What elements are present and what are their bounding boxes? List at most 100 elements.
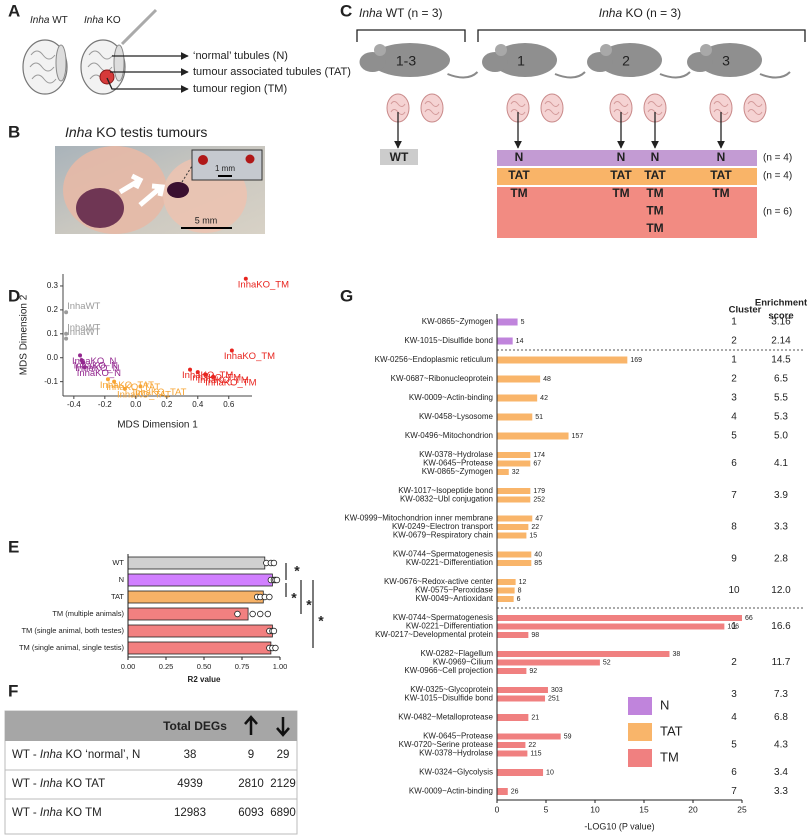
n-box — [497, 150, 757, 166]
testis-small — [540, 93, 564, 123]
cluster-label: 2 — [731, 336, 737, 347]
count-label: 106 — [727, 623, 739, 630]
bar — [497, 452, 531, 458]
score-label: 7.3 — [774, 689, 788, 700]
point — [195, 370, 200, 375]
tubules-small — [544, 101, 560, 115]
score-label: 5.3 — [774, 412, 788, 423]
testis-small — [420, 93, 444, 123]
replicate-point — [272, 644, 279, 652]
panel-title: Inha KO testis tumours — [65, 124, 207, 140]
bar — [497, 318, 518, 326]
count-label: 32 — [512, 469, 520, 476]
table-cell: 2810 — [238, 778, 264, 790]
point — [82, 365, 87, 370]
point-label: InhaKO_N — [77, 368, 121, 379]
x-axis-label: MDS Dimension 1 — [117, 420, 198, 431]
count-label: 251 — [548, 695, 560, 702]
category-label: TM (multiple animals) — [52, 609, 124, 618]
bar — [497, 337, 513, 345]
bar — [497, 515, 533, 522]
panel-letter: E — [8, 537, 19, 556]
point-label: InhaKO_TM — [238, 279, 289, 290]
count-label: 179 — [533, 488, 545, 495]
x-tick-label: 20 — [688, 804, 698, 814]
category-label: KW-0482~Metalloprotease — [398, 713, 493, 722]
point — [122, 386, 127, 391]
mouse-ear — [374, 44, 386, 56]
mouse-body — [698, 43, 762, 77]
mouse-ear — [600, 44, 612, 56]
sample-label: N — [717, 150, 726, 164]
x-tick-label: 0.25 — [159, 662, 174, 671]
table-row-label-part: KO TAT — [62, 778, 105, 790]
mouse-head — [359, 52, 386, 72]
significance-label: * — [306, 597, 312, 613]
count-label: 252 — [533, 496, 545, 503]
category-label: KW-0645~Protease — [423, 732, 493, 741]
mouse-tail — [554, 71, 586, 79]
mouse-ear — [700, 44, 712, 56]
category-label: KW-0744~Spermatogenesis — [393, 550, 493, 559]
sample-label: TM — [646, 204, 663, 218]
table-cell: 6093 — [238, 807, 264, 819]
bracket — [477, 29, 806, 42]
mouse-head — [587, 52, 613, 72]
count-label: 66 — [745, 615, 753, 622]
row-count: (n = 4) — [763, 153, 792, 164]
bar — [127, 573, 273, 587]
count-label: 51 — [535, 414, 543, 421]
testis — [22, 39, 68, 95]
testis — [80, 39, 126, 95]
category-label: KW-0378~Hydrolase — [419, 450, 493, 459]
region-label: ‘normal’ tubules (N) — [193, 50, 288, 62]
category-label: KW-0865~Zymogen — [422, 317, 493, 326]
column-header: Enrichment — [755, 298, 808, 309]
x-tick-label: 0 — [495, 804, 500, 814]
category-label: KW-0969~Cilium — [433, 658, 493, 667]
point-label: InhaKO_TM — [198, 375, 249, 386]
genotype-label: Inha WT — [30, 15, 68, 26]
category-label: KW-0720~Serine protease — [399, 740, 494, 749]
pointer-arrow — [106, 77, 189, 93]
table-row-label-part: KO ‘normal’, N — [62, 749, 140, 761]
scale-label: 5 mm — [195, 215, 218, 225]
table-header-label: Total DEGs — [163, 719, 227, 733]
cluster-label: 9 — [731, 553, 737, 564]
category-label: KW-0256~Endoplasmic reticulum — [375, 355, 494, 364]
cluster-label: 7 — [731, 490, 737, 501]
count-label: 22 — [531, 524, 539, 531]
table-row-label-part: WT - — [12, 778, 40, 790]
bar — [497, 532, 527, 539]
point-label: InhaKO_TAT — [132, 387, 186, 398]
sample-label: TM — [646, 186, 663, 200]
category-label: KW-0645~Protease — [423, 459, 493, 468]
mouse-head — [482, 52, 508, 72]
column-header: Cluster — [729, 305, 762, 316]
genotype-label-part: Inha — [84, 15, 104, 26]
bar — [497, 587, 515, 594]
sample-label: TM — [712, 186, 729, 200]
count-label: 174 — [533, 452, 545, 459]
table-cell: 6890 — [270, 807, 296, 819]
tubules — [29, 50, 57, 84]
point — [64, 331, 69, 336]
count-label: 98 — [531, 632, 539, 639]
point — [211, 374, 216, 379]
scale-label: 1 mm — [215, 164, 235, 173]
category-label: KW-0221~Differentiation — [406, 558, 493, 567]
point — [203, 372, 208, 377]
epididymis — [55, 44, 67, 82]
mouse-label: 1-3 — [396, 53, 416, 69]
category-label: KW-0496~Mitochondrion — [405, 431, 493, 440]
y-tick-label: -0.1 — [44, 377, 58, 386]
category-label: KW-1017~Isopeptide bond — [398, 486, 493, 495]
sample-label: TM — [612, 186, 629, 200]
category-label: KW-0832~Ubl conjugation — [400, 495, 493, 504]
point — [64, 310, 69, 315]
x-tick-label: 10 — [590, 804, 600, 814]
table-row-label-part: WT - — [12, 749, 40, 761]
count-label: 303 — [551, 687, 563, 694]
point-label: InhaKO_TM — [205, 377, 256, 388]
point-label: InhaWT — [67, 301, 100, 312]
